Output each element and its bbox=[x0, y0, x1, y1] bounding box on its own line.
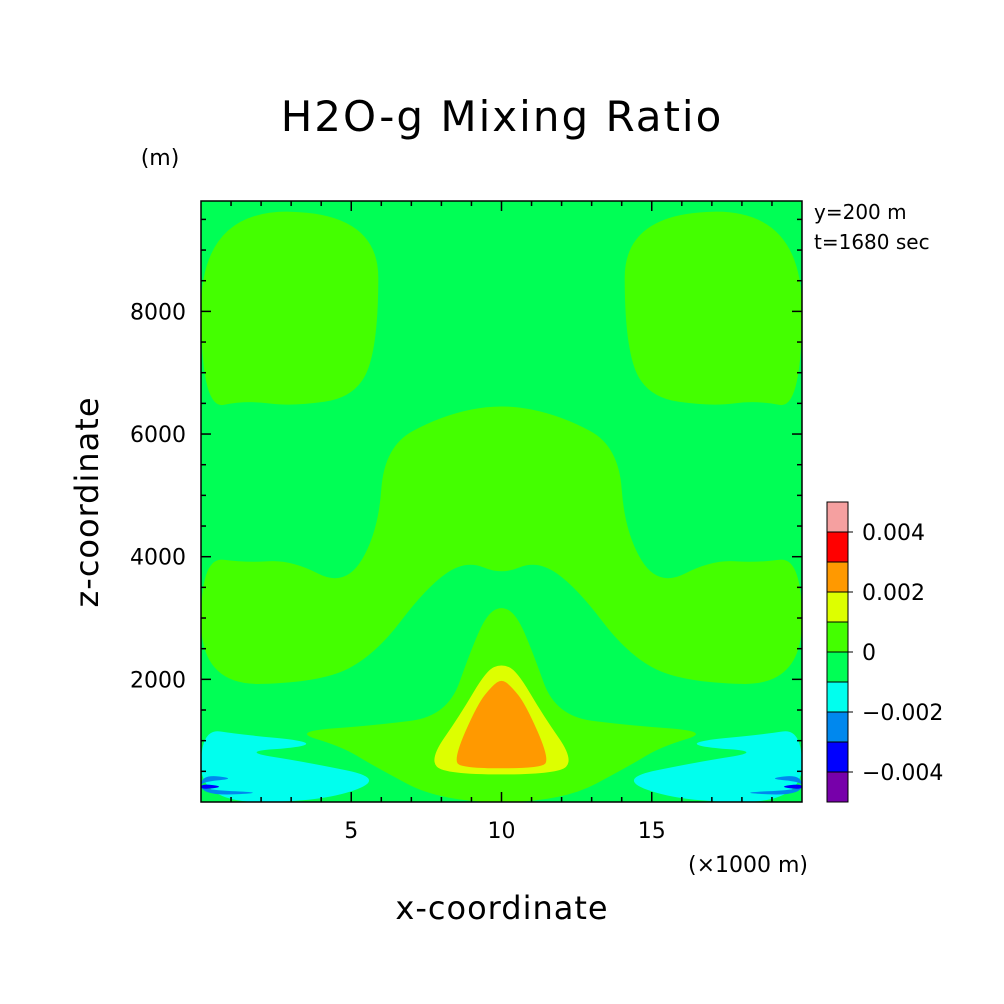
legend-swatch bbox=[826, 741, 849, 773]
legend-label: 0.004 bbox=[862, 521, 925, 546]
legend-swatch bbox=[826, 621, 849, 653]
y-tick-label: 8000 bbox=[130, 300, 186, 325]
legend-swatch bbox=[826, 771, 849, 803]
legend-swatch bbox=[826, 561, 849, 593]
x-tick-label: 15 bbox=[638, 819, 666, 844]
y-tick-label: 4000 bbox=[130, 546, 186, 571]
y-tick-label: 2000 bbox=[130, 668, 186, 693]
legend-label: 0 bbox=[862, 641, 876, 666]
chart-title: H2O-g Mixing Ratio bbox=[281, 92, 724, 141]
axes: 5 10 15 2000 4000 6000 8000 bbox=[130, 200, 803, 844]
y-axis-label: z-coordinate bbox=[68, 396, 106, 607]
contour-region bbox=[784, 784, 802, 789]
x-tick-label: 5 bbox=[344, 819, 358, 844]
legend-swatch bbox=[826, 651, 849, 683]
contour-region bbox=[633, 731, 802, 802]
legend-swatch bbox=[826, 501, 849, 533]
legend-label: 0.002 bbox=[862, 581, 925, 606]
contour-region bbox=[201, 731, 370, 802]
contour-region bbox=[456, 680, 547, 769]
colorbar-legend: 0.004 0.002 0 −0.002 −0.004 bbox=[826, 501, 943, 803]
info-line-2: t=1680 sec bbox=[814, 230, 930, 254]
legend-label: −0.004 bbox=[862, 761, 943, 786]
legend-swatch bbox=[826, 711, 849, 743]
legend-label: −0.002 bbox=[862, 701, 943, 726]
contour-region bbox=[624, 211, 802, 406]
contour-region bbox=[201, 784, 219, 789]
legend-swatch bbox=[826, 531, 849, 563]
y-unit-label: (m) bbox=[141, 146, 180, 171]
contour-region bbox=[201, 406, 802, 684]
plot-area bbox=[201, 201, 802, 802]
contour-region bbox=[201, 211, 379, 406]
x-unit-label: (×1000 m) bbox=[688, 853, 808, 878]
legend-swatch bbox=[826, 591, 849, 623]
x-tick-label: 10 bbox=[488, 819, 516, 844]
contour-region bbox=[750, 776, 802, 795]
y-tick-label: 6000 bbox=[130, 423, 186, 448]
info-line-1: y=200 m bbox=[814, 200, 907, 224]
legend-swatch bbox=[826, 681, 849, 713]
contour-region bbox=[201, 776, 253, 795]
x-axis-label: x-coordinate bbox=[395, 889, 608, 927]
